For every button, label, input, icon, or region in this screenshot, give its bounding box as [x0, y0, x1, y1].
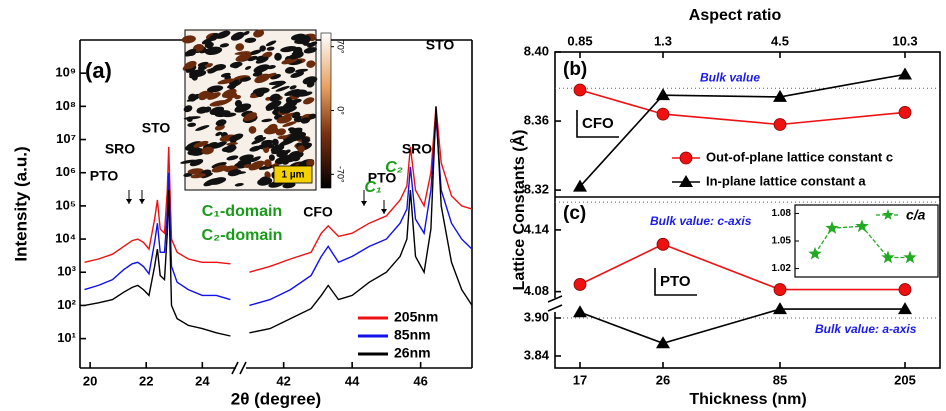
top-tick-label: 0.85 [567, 33, 592, 48]
figure: 1 µm (a) 2θ (degree) Intensity (a.u.) As… [0, 0, 946, 411]
panel-label: (b) [563, 59, 587, 80]
marker [657, 108, 669, 120]
y-tick-label: 3.90 [524, 309, 549, 324]
marker [657, 238, 669, 250]
y-axis-title: Lattice Constants (Å) [509, 130, 528, 291]
y-axis-title: Intensity (a.u.) [11, 146, 30, 261]
y-tick-label: 10⁵ [55, 197, 76, 212]
arrow-head [381, 209, 387, 214]
panel-label: (c) [563, 203, 586, 224]
bulk-label: Bulk value: c-axis [650, 214, 752, 228]
x-tick-label: 20 [83, 373, 97, 388]
top-tick-label: 4.5 [771, 33, 789, 48]
x-axis-title: Thickness (nm) [689, 391, 806, 408]
marker [898, 67, 912, 79]
marker [680, 152, 692, 164]
marker [774, 284, 786, 296]
arrow-head [361, 201, 367, 206]
x-tick-label: 24 [195, 373, 210, 388]
peak-label: SRO [105, 141, 135, 157]
y-tick-label: 1.08 [772, 208, 792, 219]
y-tick-label: 10² [57, 297, 76, 312]
domain-label: C₂-domain [202, 227, 283, 244]
colorbar-label: 0° [336, 106, 346, 115]
marker [774, 119, 786, 131]
y-tick-label: 10⁷ [56, 131, 76, 146]
marker [899, 284, 911, 296]
legend-label: 85nm [394, 327, 431, 343]
x-tick-label: 85 [773, 372, 787, 387]
legend-label: In-plane lattice constant a [706, 173, 866, 188]
x-tick-label: 17 [573, 372, 587, 387]
colorbar-label: 70° [336, 40, 346, 54]
panel-label: (a) [85, 58, 112, 83]
x-tick-label: 46 [413, 373, 427, 388]
y-tick-label: 8.32 [524, 182, 549, 197]
domain-symbol: C₁ [364, 179, 381, 196]
material-label: PTO [660, 273, 691, 290]
marker [574, 278, 586, 290]
marker [773, 302, 787, 314]
colorbar-label: -70° [336, 166, 346, 183]
marker [573, 305, 587, 317]
bulk-label: Bulk value: a-axis [815, 322, 917, 336]
peak-label: CFO [303, 204, 333, 220]
peak-label: STO [142, 120, 171, 136]
y-tick-label: 10⁶ [56, 164, 76, 179]
marker [656, 88, 670, 100]
x-tick-label: 26 [656, 372, 670, 387]
x-tick-label: 42 [276, 373, 290, 388]
y-tick-label: 10⁸ [55, 98, 76, 113]
marker [898, 302, 912, 314]
arrow-head [139, 199, 145, 204]
y-tick-label: 4.14 [524, 221, 550, 236]
x-axis-title: 2θ (degree) [231, 389, 321, 408]
colorbar [321, 33, 331, 188]
x-tick-label: 22 [139, 373, 153, 388]
series-line [580, 90, 905, 125]
y-tick-label: 8.36 [524, 112, 549, 127]
material-label: CFO [582, 115, 614, 132]
y-tick-label: 10³ [57, 264, 76, 279]
legend-label: 205nm [394, 309, 438, 325]
domain-label: C₁-domain [202, 203, 282, 220]
y-tick-label: 10⁹ [55, 65, 76, 80]
top-tick-label: 1.3 [654, 33, 672, 48]
y-tick-label: 3.84 [524, 347, 550, 362]
peak-label: PTO [90, 168, 119, 184]
y-tick-label: 10¹ [57, 330, 76, 345]
x-tick-label: 44 [345, 373, 360, 388]
legend-label: Out-of-plane lattice constant c [706, 149, 893, 164]
domain-symbol: C₂ [385, 159, 403, 176]
y-tick-label: 4.08 [524, 283, 549, 298]
y-tick-label: 1.05 [772, 236, 792, 247]
marker [679, 175, 693, 187]
inset-label: c/a [906, 207, 926, 223]
y-tick-label: 8.40 [524, 43, 549, 58]
y-tick-label: 10⁴ [55, 231, 76, 246]
bulk-label: Bulk value [700, 70, 760, 84]
series-line [580, 74, 905, 186]
x-tick-label: 205 [894, 372, 916, 387]
scale-bar-label: 1 µm [282, 170, 305, 181]
peak-label: SRO [402, 141, 432, 157]
y-tick-label: 1.02 [772, 263, 792, 274]
marker [574, 84, 586, 96]
top-axis-title: Aspect ratio [689, 7, 782, 24]
arrow-head [126, 199, 132, 204]
top-tick-label: 10.3 [892, 33, 917, 48]
legend-label: 26nm [394, 345, 431, 361]
peak-label: STO [426, 37, 455, 53]
marker [899, 106, 911, 118]
